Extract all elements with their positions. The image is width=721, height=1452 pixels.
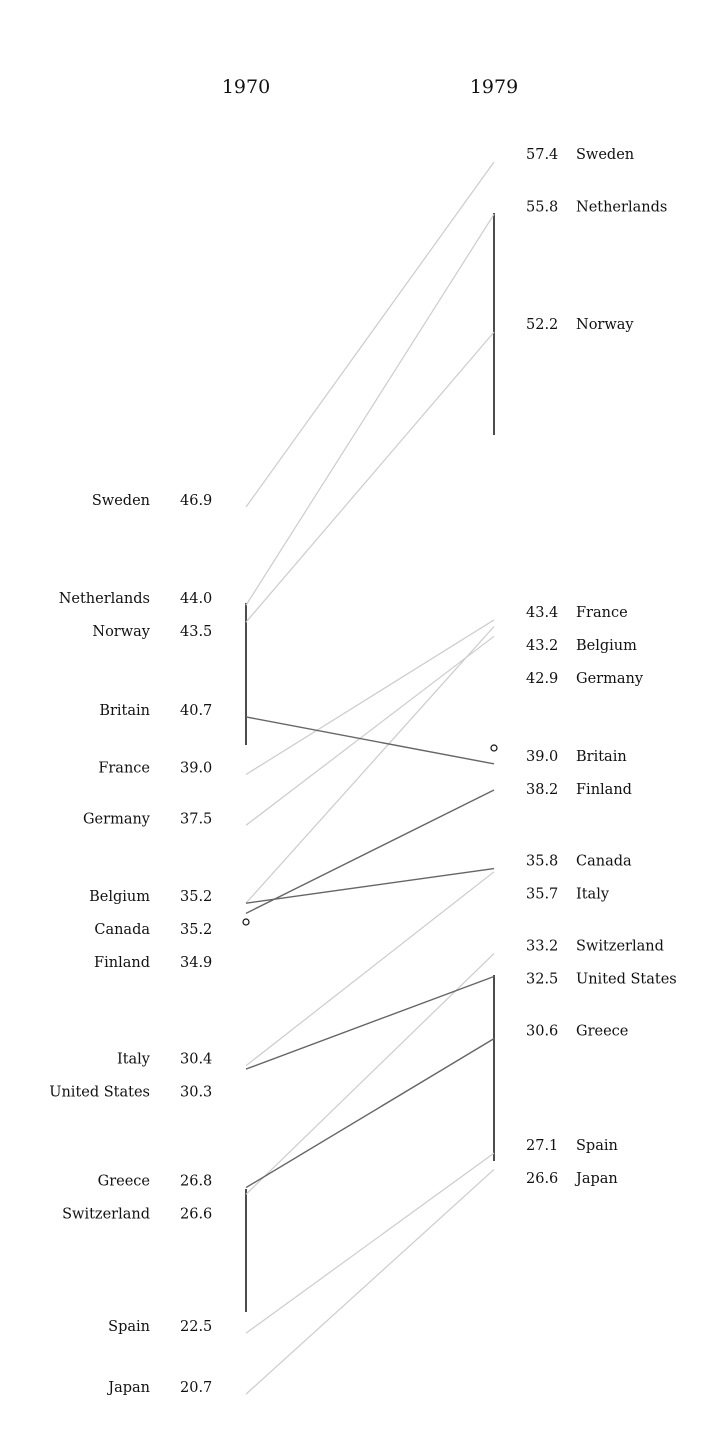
left-label-value-netherlands: 44.0	[180, 591, 212, 607]
right-label-name-britain: Britain	[576, 749, 627, 765]
slope-line-spain	[245, 1152, 495, 1334]
right-label-name-germany: Germany	[576, 671, 644, 687]
slope-line-canada	[245, 867, 495, 904]
left-label-name-netherlands: Netherlands	[59, 591, 150, 607]
left-label-name-france: France	[98, 760, 150, 776]
right-label-value-sweden: 57.4	[526, 147, 558, 163]
left-label-name-japan: Japan	[106, 1380, 150, 1396]
right-label-value-united-states: 32.5	[526, 972, 558, 988]
left-label-value-greece: 26.8	[180, 1174, 212, 1190]
left-label-name-switzerland: Switzerland	[62, 1207, 150, 1223]
right-label-value-switzerland: 33.2	[526, 939, 558, 955]
right-label-name-switzerland: Switzerland	[576, 939, 664, 955]
left-label-name-sweden: Sweden	[92, 493, 150, 509]
column-header-1970: 1970	[222, 76, 270, 98]
left-label-value-britain: 40.7	[180, 703, 212, 719]
right-label-value-canada: 35.8	[526, 854, 558, 870]
left-label-name-norway: Norway	[92, 624, 150, 640]
right-labels: 57.4 Sweden 55.8 Netherlands 52.2 Norway 43.4 F…	[526, 147, 677, 1187]
left-label-value-italy: 30.4	[180, 1052, 212, 1068]
right-label-name-spain: Spain	[576, 1138, 618, 1154]
left-label-value-united-states: 30.3	[180, 1085, 212, 1101]
right-label-value-spain: 27.1	[526, 1138, 558, 1154]
right-label-value-belgium: 43.2	[526, 638, 558, 654]
left-label-name-canada: Canada	[94, 922, 150, 938]
left-label-value-finland: 34.9	[180, 955, 212, 971]
left-label-value-germany: 37.5	[180, 811, 212, 827]
left-label-value-canada: 35.2	[180, 922, 212, 938]
left-label-value-spain: 22.5	[180, 1319, 212, 1335]
slope-line-france	[245, 619, 495, 776]
column-header-1979: 1979	[470, 76, 518, 98]
slope-line-sweden	[245, 161, 495, 508]
slope-lines	[245, 161, 495, 1395]
right-label-value-germany: 42.9	[526, 671, 558, 687]
right-label-name-italy: Italy	[576, 887, 610, 903]
right-label-value-netherlands: 55.8	[526, 199, 558, 215]
left-median-marker	[242, 918, 250, 926]
right-label-name-norway: Norway	[576, 317, 634, 333]
right-label-name-finland: Finland	[576, 782, 632, 798]
left-labels: Sweden 46.9 Netherlands 44.0 Norway 43.5 Brita…	[49, 493, 212, 1396]
slope-line-norway	[245, 331, 495, 623]
left-label-value-switzerland: 26.6	[180, 1207, 212, 1223]
right-label-value-britain: 39.0	[526, 749, 558, 765]
right-label-name-canada: Canada	[576, 854, 632, 870]
right-label-name-france: France	[576, 605, 628, 621]
left-label-name-italy: Italy	[117, 1052, 151, 1068]
left-label-name-finland: Finland	[94, 955, 150, 971]
slope-line-germany	[245, 635, 495, 826]
slope-line-united-states	[245, 975, 495, 1070]
left-label-name-britain: Britain	[99, 703, 150, 719]
left-label-name-belgium: Belgium	[89, 889, 150, 905]
right-label-name-united-states: United States	[576, 972, 677, 988]
left-label-name-greece: Greece	[98, 1174, 150, 1190]
slope-line-japan	[245, 1169, 495, 1395]
right-label-value-france: 43.4	[526, 605, 558, 621]
right-label-value-norway: 52.2	[526, 317, 558, 333]
left-label-name-germany: Germany	[83, 811, 151, 827]
slope-line-finland	[245, 789, 495, 914]
slope-line-italy	[245, 871, 495, 1067]
left-label-value-sweden: 46.9	[180, 493, 212, 509]
right-label-value-japan: 26.6	[526, 1171, 558, 1187]
right-label-name-sweden: Sweden	[576, 147, 634, 163]
right-label-name-japan: Japan	[574, 1171, 618, 1187]
left-label-value-france: 39.0	[180, 760, 212, 776]
left-label-value-norway: 43.5	[180, 624, 212, 640]
slope-line-netherlands	[245, 214, 495, 606]
right-median-marker	[490, 744, 498, 752]
left-label-value-belgium: 35.2	[180, 889, 212, 905]
left-label-value-japan: 20.7	[180, 1380, 212, 1396]
right-label-value-greece: 30.6	[526, 1024, 558, 1040]
left-label-name-united-states: United States	[49, 1085, 150, 1101]
slope-line-belgium	[245, 626, 495, 904]
slope-line-switzerland	[245, 953, 495, 1195]
right-label-value-italy: 35.7	[526, 887, 558, 903]
right-label-name-greece: Greece	[576, 1024, 628, 1040]
right-label-value-finland: 38.2	[526, 782, 558, 798]
slope-line-greece	[245, 1038, 495, 1189]
left-label-name-spain: Spain	[108, 1319, 150, 1335]
right-label-name-belgium: Belgium	[576, 638, 637, 654]
slope-line-britain	[245, 716, 495, 765]
right-label-name-netherlands: Netherlands	[576, 199, 667, 215]
